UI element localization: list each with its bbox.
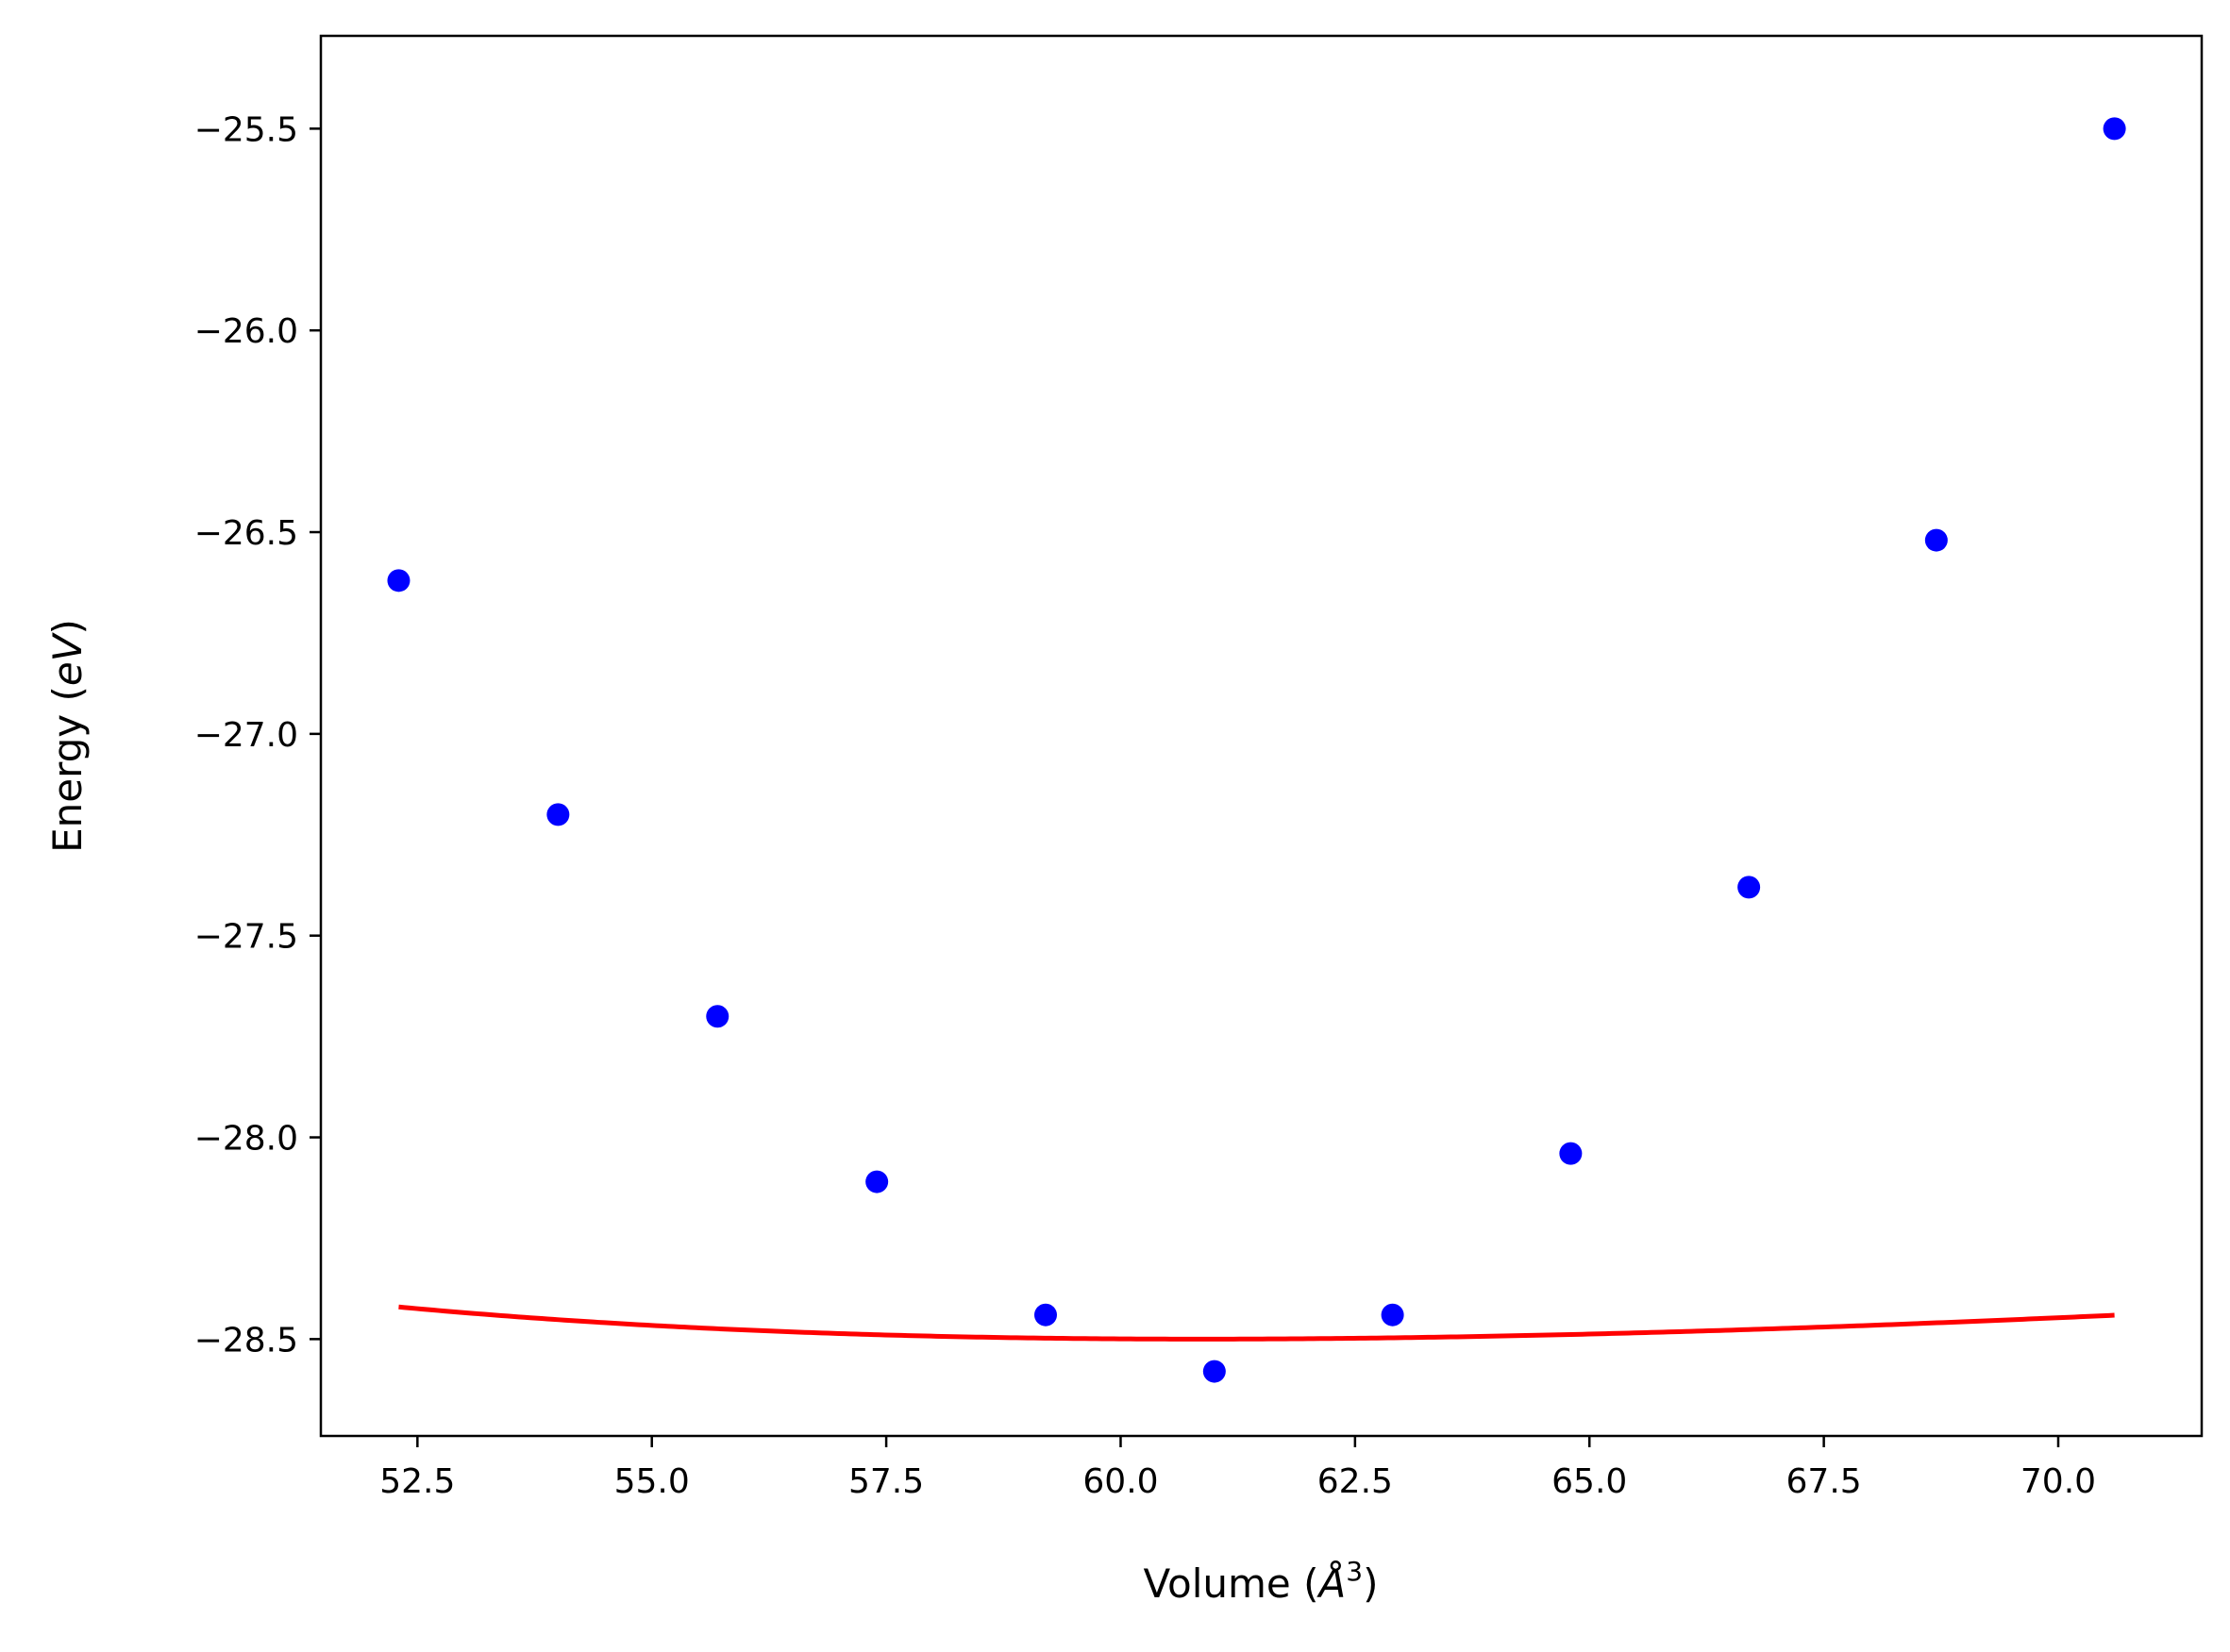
data-point — [706, 1005, 729, 1028]
y-axis-label-text: Energy ( — [44, 686, 91, 853]
x-tick-label: 55.0 — [614, 1462, 690, 1501]
y-tick-label: −28.0 — [194, 1120, 298, 1159]
x-tick-label: 67.5 — [1786, 1462, 1862, 1501]
x-tick-label: 62.5 — [1317, 1462, 1393, 1501]
x-tick-label: 52.5 — [379, 1462, 455, 1501]
y-tick-label: −26.0 — [194, 312, 298, 351]
y-tick-label: −25.5 — [194, 110, 298, 149]
x-axis-label: Volume (Å3) — [1144, 1556, 1379, 1607]
y-tick-label: −27.5 — [194, 918, 298, 957]
y-tick-label: −27.0 — [194, 716, 298, 755]
fit-curve — [398, 1304, 2115, 1342]
y-axis-label-close: ) — [44, 619, 91, 634]
y-axis-label-symbol: eV — [44, 631, 91, 686]
data-point — [1033, 1303, 1057, 1327]
x-tick-label: 57.5 — [848, 1462, 924, 1501]
data-point — [1559, 1142, 1583, 1165]
fit-curve-layer — [398, 1304, 2115, 1342]
x-axis-ticks: 52.5 55.0 57.5 60.0 62.5 65.0 67.5 70.0 — [379, 1436, 2096, 1501]
data-point — [1737, 876, 1761, 899]
x-tick-label: 60.0 — [1082, 1462, 1158, 1501]
x-axis-label-exponent: 3 — [1346, 1556, 1363, 1587]
data-point — [1202, 1360, 1226, 1383]
x-tick-label: 65.0 — [1551, 1462, 1627, 1501]
y-axis-ticks: −28.5 −28.0 −27.5 −27.0 −26.5 −26.0 −25.5 — [194, 110, 321, 1360]
data-point — [387, 569, 411, 592]
data-point — [1924, 528, 1948, 552]
x-axis-label-symbol: Å — [1316, 1560, 1347, 1607]
data-point — [2103, 117, 2126, 141]
data-point — [546, 803, 570, 826]
y-tick-label: −28.5 — [194, 1321, 298, 1360]
data-point — [1381, 1303, 1404, 1327]
x-axis-label-close: ) — [1363, 1560, 1378, 1607]
y-tick-label: −26.5 — [194, 514, 298, 553]
x-tick-label: 70.0 — [2020, 1462, 2096, 1501]
x-axis-label-text: Volume ( — [1144, 1560, 1319, 1607]
plot-frame — [319, 34, 2204, 1438]
y-axis-label: Energy (eV) — [44, 619, 91, 853]
data-point — [865, 1170, 889, 1193]
data-points-layer — [387, 117, 2126, 1383]
